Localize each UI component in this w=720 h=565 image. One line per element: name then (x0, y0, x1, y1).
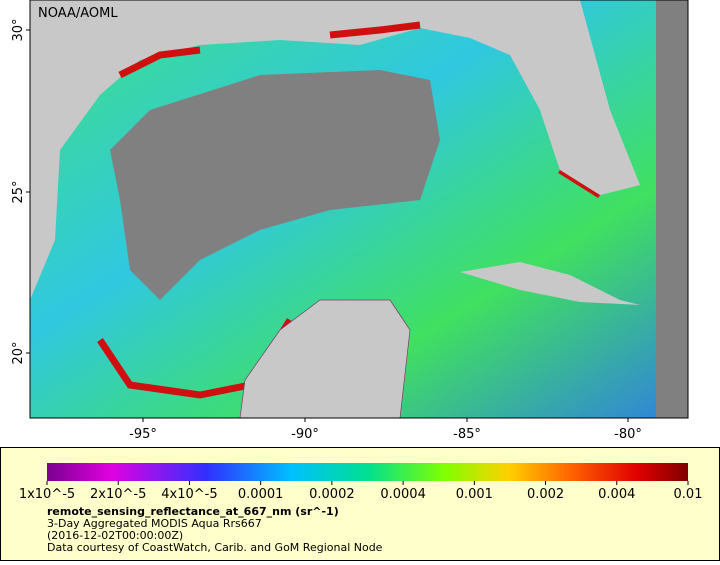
lon-label: -80° (614, 427, 642, 442)
colorbar-label: 2x10^-5 (90, 487, 146, 502)
colorbar-label: 4x10^-5 (161, 487, 217, 502)
colorbar-label: 0.004 (598, 487, 635, 502)
no-data-area (110, 70, 440, 300)
colorbar-labels: 1x10^-5 2x10^-5 4x10^-5 0.0001 0.0002 0.0004 0… (19, 481, 703, 502)
lon-label: -90° (291, 427, 319, 442)
legend-line: 3-Day Aggregated MODIS Aqua Rrs667 (47, 517, 262, 530)
coastal-high (97, 21, 602, 399)
lon-label: -85° (453, 427, 481, 442)
colorbar-label: 0.001 (456, 487, 493, 502)
lat-label: 20° (11, 341, 26, 364)
colorbar-label: 0.002 (527, 487, 564, 502)
lat-label: 30° (11, 18, 26, 41)
map-frame (29, 0, 689, 419)
lon-label: -95° (129, 427, 157, 442)
legend-line: Data courtesy of CoastWatch, Carib. and … (47, 541, 383, 554)
colorbar-label: 0.0004 (380, 487, 426, 502)
colorbar (47, 463, 688, 481)
colorbar-label: 1x10^-5 (19, 487, 75, 502)
watermark: NOAA/AOML (38, 6, 118, 21)
legend-line: (2016-12-02T00:00:00Z) (47, 529, 183, 542)
no-data-strip (656, 0, 688, 418)
variable-name: remote_sensing_reflectance_at_667_nm (sr… (47, 505, 339, 518)
map: NOAA/AOML (29, 0, 689, 419)
axes: 30° 25° 20° -95° -90° -85° -80° (11, 18, 642, 442)
cuba (460, 262, 640, 305)
lat-label: 25° (11, 180, 26, 203)
legend: 1x10^-5 2x10^-5 4x10^-5 0.0001 0.0002 0.0004 0… (0, 447, 720, 561)
florida (520, 0, 640, 195)
colorbar-label: 0.0002 (309, 487, 355, 502)
colorbar-label: 0.01 (674, 487, 703, 502)
colorbar-label: 0.0001 (238, 487, 284, 502)
yucatan (239, 299, 411, 419)
